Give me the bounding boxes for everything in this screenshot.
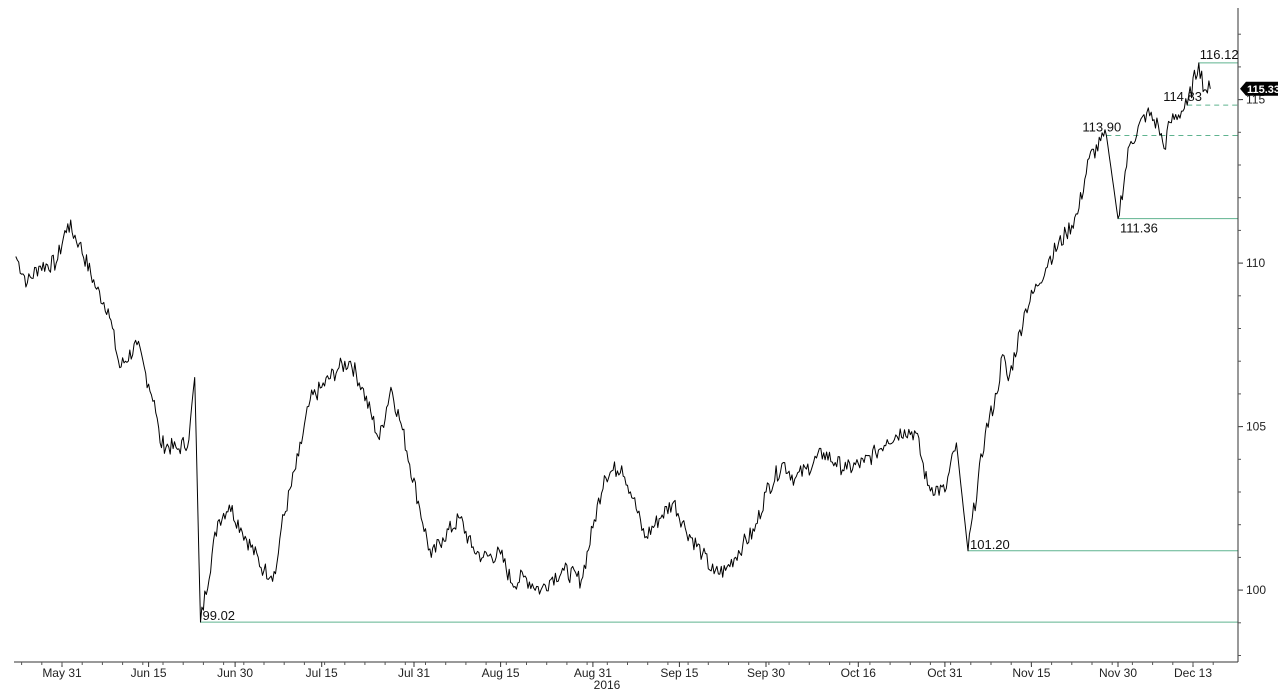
x-tick-label: Jul 15 (306, 666, 338, 680)
price-series (15, 62, 1211, 623)
x-tick-label: Aug 31 (574, 666, 612, 680)
y-tick-label: 110 (1246, 256, 1265, 270)
price-line (15, 62, 1211, 623)
x-tick-label: Jul 31 (398, 666, 430, 680)
level-label: 114.83 (1163, 89, 1202, 104)
x-tick-label: Dec 13 (1174, 666, 1212, 680)
x-tick-label: Nov 30 (1099, 666, 1137, 680)
y-tick-label: 105 (1246, 420, 1266, 434)
last-value-marker: 115.33 (1240, 81, 1278, 96)
x-tick-label: Oct 16 (841, 666, 877, 680)
axes: 2016 May 31 Jun 15 Jun 30 Jul 15 Jul 31 Aug 1… (14, 8, 1266, 691)
x-tick-label: Oct 31 (927, 666, 963, 680)
level-label: 116.12 (1200, 47, 1239, 62)
x-tick-label: Sep 30 (747, 666, 785, 680)
level-label: 99.02 (203, 608, 236, 623)
y-tick-label: 100 (1246, 583, 1266, 597)
level-label: 101.20 (970, 537, 1010, 552)
x-axis-year-label: 2016 (594, 678, 621, 691)
level-label: 111.36 (1120, 221, 1158, 236)
level-label: 113.90 (1082, 120, 1121, 135)
last-value-badge (1240, 81, 1278, 96)
x-tick-label: Sep 15 (660, 666, 698, 680)
level-labels: 116.12 114.83 113.90 111.36 101.20 99.02 (203, 47, 1239, 623)
support-resistance-levels (200, 62, 1238, 623)
x-tick-label: Jun 30 (217, 666, 253, 680)
last-value-label: 115.33 (1247, 84, 1278, 96)
y-tick-label: 115 (1246, 93, 1265, 107)
x-tick-label: Jun 15 (131, 666, 167, 680)
x-tick-label: May 31 (42, 666, 82, 680)
x-tick-label: Aug 15 (482, 666, 520, 680)
x-tick-label: Nov 15 (1012, 666, 1050, 680)
